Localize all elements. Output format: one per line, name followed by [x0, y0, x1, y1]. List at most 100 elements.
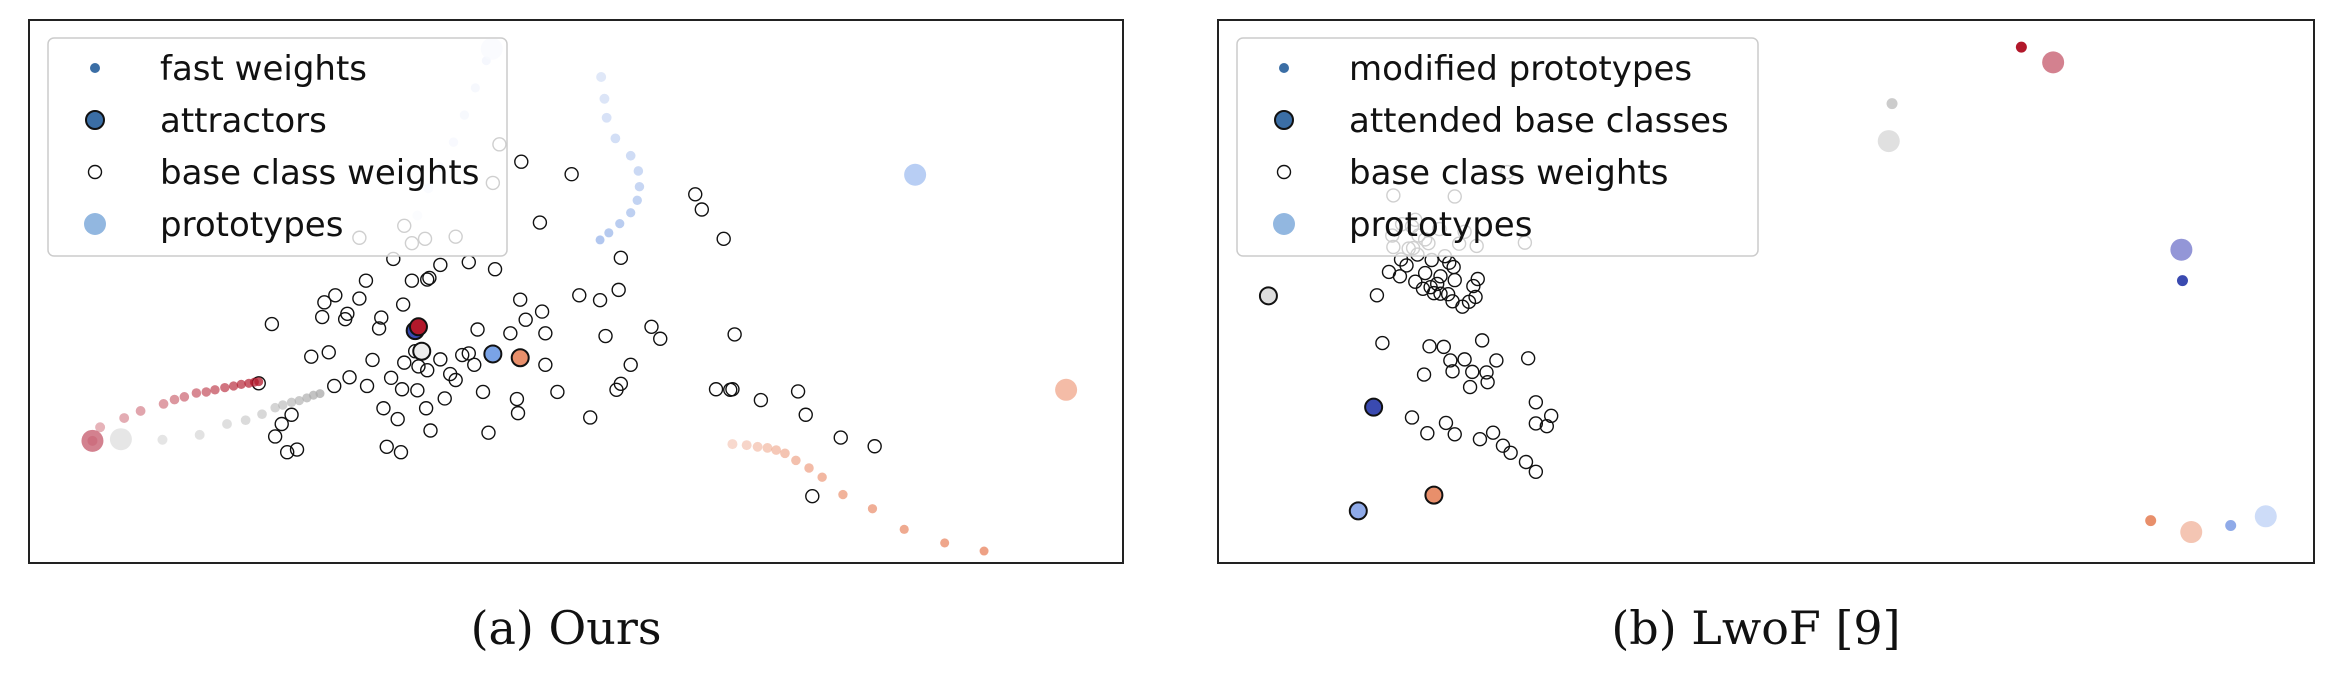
base-class-weight-point [411, 359, 426, 374]
base-class-weight-point [433, 352, 448, 367]
fast-weight-point [727, 439, 738, 450]
base-class-weight-point [510, 405, 526, 421]
base-class-weight-point [467, 357, 482, 373]
base-class-weight-point [1445, 364, 1460, 379]
fast-weight-point [278, 400, 288, 410]
base-class-weight-point [725, 382, 740, 397]
base-class-weight-point [289, 442, 305, 457]
fast-weight-point [741, 440, 752, 451]
base-class-weight-point [279, 445, 295, 460]
legend-label: base class weights [1349, 153, 1668, 193]
base-class-weight-point [393, 445, 409, 460]
base-class-weight-point [583, 410, 598, 425]
base-class-weight-point [611, 282, 626, 298]
legend-box [47, 37, 508, 257]
fast-weight-point [817, 472, 827, 482]
base-class-weight-point [394, 382, 410, 397]
fast-weight-point [254, 377, 264, 387]
panel-b-frame [1217, 19, 2315, 564]
fast-weight-point [210, 385, 220, 395]
base-class-weight-point [1426, 285, 1442, 301]
base-class-weight-point [365, 352, 380, 368]
attended-base-class-point [1348, 501, 1368, 521]
fast-weight-point [220, 382, 230, 393]
base-class-weight-point [397, 355, 412, 370]
caption-b-text: (b) LwoF [1611, 601, 1835, 655]
base-class-weight-point [284, 407, 299, 422]
attractor-point [408, 317, 428, 337]
fast-weight-point [940, 538, 950, 548]
base-class-weight-point [514, 154, 529, 169]
caption-a: (a) Ours [471, 601, 662, 655]
base-class-weight-point [609, 382, 624, 397]
base-class-weight-point [437, 391, 452, 406]
base-class-weight-point [383, 370, 399, 386]
base-class-weight-point [267, 429, 283, 444]
base-class-weight-point [790, 384, 806, 399]
fast-weight-point [780, 448, 790, 459]
base-class-weight-point [371, 321, 387, 336]
base-class-weight-point [1485, 425, 1501, 440]
base-class-weight-point [1417, 265, 1433, 281]
base-class-weight-point [1520, 351, 1536, 366]
attractor-point [412, 341, 432, 361]
legend-marker [84, 213, 106, 235]
base-class-weight-point [1470, 271, 1485, 287]
attended-base-class-point [1424, 485, 1444, 505]
fast-weight-point [228, 381, 239, 391]
base-class-weight-point [470, 322, 485, 337]
base-class-weight-point [867, 439, 882, 454]
base-class-weight-point [1438, 415, 1454, 431]
legend-label: fast weights [160, 49, 367, 89]
prototype-point [109, 428, 132, 451]
fast-weight-point [595, 235, 605, 245]
base-class-weight-point [727, 327, 742, 342]
base-class-weight-point [455, 347, 470, 363]
base-class-weight-point [1369, 288, 1385, 303]
base-class-weight-point [264, 316, 280, 332]
panel-b: modified prototypes attended base classes… [1217, 19, 2315, 564]
base-class-weight-point [613, 250, 629, 266]
fast-weight-point [804, 463, 814, 473]
base-class-weight-point [374, 310, 389, 325]
legend-marker [90, 63, 100, 73]
base-class-weight-point [805, 489, 820, 504]
base-class-weight-point [321, 345, 336, 360]
base-class-weight-point [328, 288, 343, 303]
base-class-weight-point [352, 291, 367, 306]
base-class-weight-point [1528, 416, 1544, 431]
prototype-point [2170, 238, 2193, 261]
base-class-weight-point [833, 430, 848, 445]
fast-weight-point [632, 195, 642, 205]
legend-marker [1279, 63, 1289, 73]
modified-prototype-point [1886, 98, 1898, 110]
base-class-weight-point [1433, 269, 1448, 284]
fast-weight-point [191, 388, 202, 398]
modified-prototype-point [2015, 41, 2027, 53]
legend-marker [85, 110, 105, 130]
base-class-weight-point [1495, 438, 1511, 453]
fast-weight-point [158, 399, 169, 409]
fast-weight-point [601, 112, 612, 123]
fast-weight-point [270, 402, 280, 413]
fast-weight-point [634, 181, 645, 192]
base-class-weight-point [1518, 454, 1534, 470]
base-class-weight-point [475, 384, 491, 400]
panel-a: fast weights attractors base class weights… [28, 19, 1124, 564]
base-class-weight-point [1416, 367, 1432, 382]
attended-base-class-point [1364, 397, 1384, 417]
base-class-weight-point [327, 378, 342, 394]
fast-weight-point [194, 429, 205, 440]
fast-weight-point [201, 387, 211, 397]
prototype-point [2254, 505, 2277, 528]
modified-prototype-point [2176, 275, 2188, 287]
base-class-weight-point [395, 297, 411, 312]
legend-label: attended base classes [1349, 101, 1729, 141]
caption-b-citation[interactable]: [9] [1835, 601, 1900, 655]
base-class-weight-point [694, 202, 710, 217]
base-class-weight-point [598, 328, 613, 344]
base-class-weight-point [716, 231, 731, 247]
base-class-weight-point [1433, 286, 1448, 301]
fast-weight-point [626, 208, 636, 218]
caption-b: (b) LwoF [9] [1611, 601, 1900, 655]
